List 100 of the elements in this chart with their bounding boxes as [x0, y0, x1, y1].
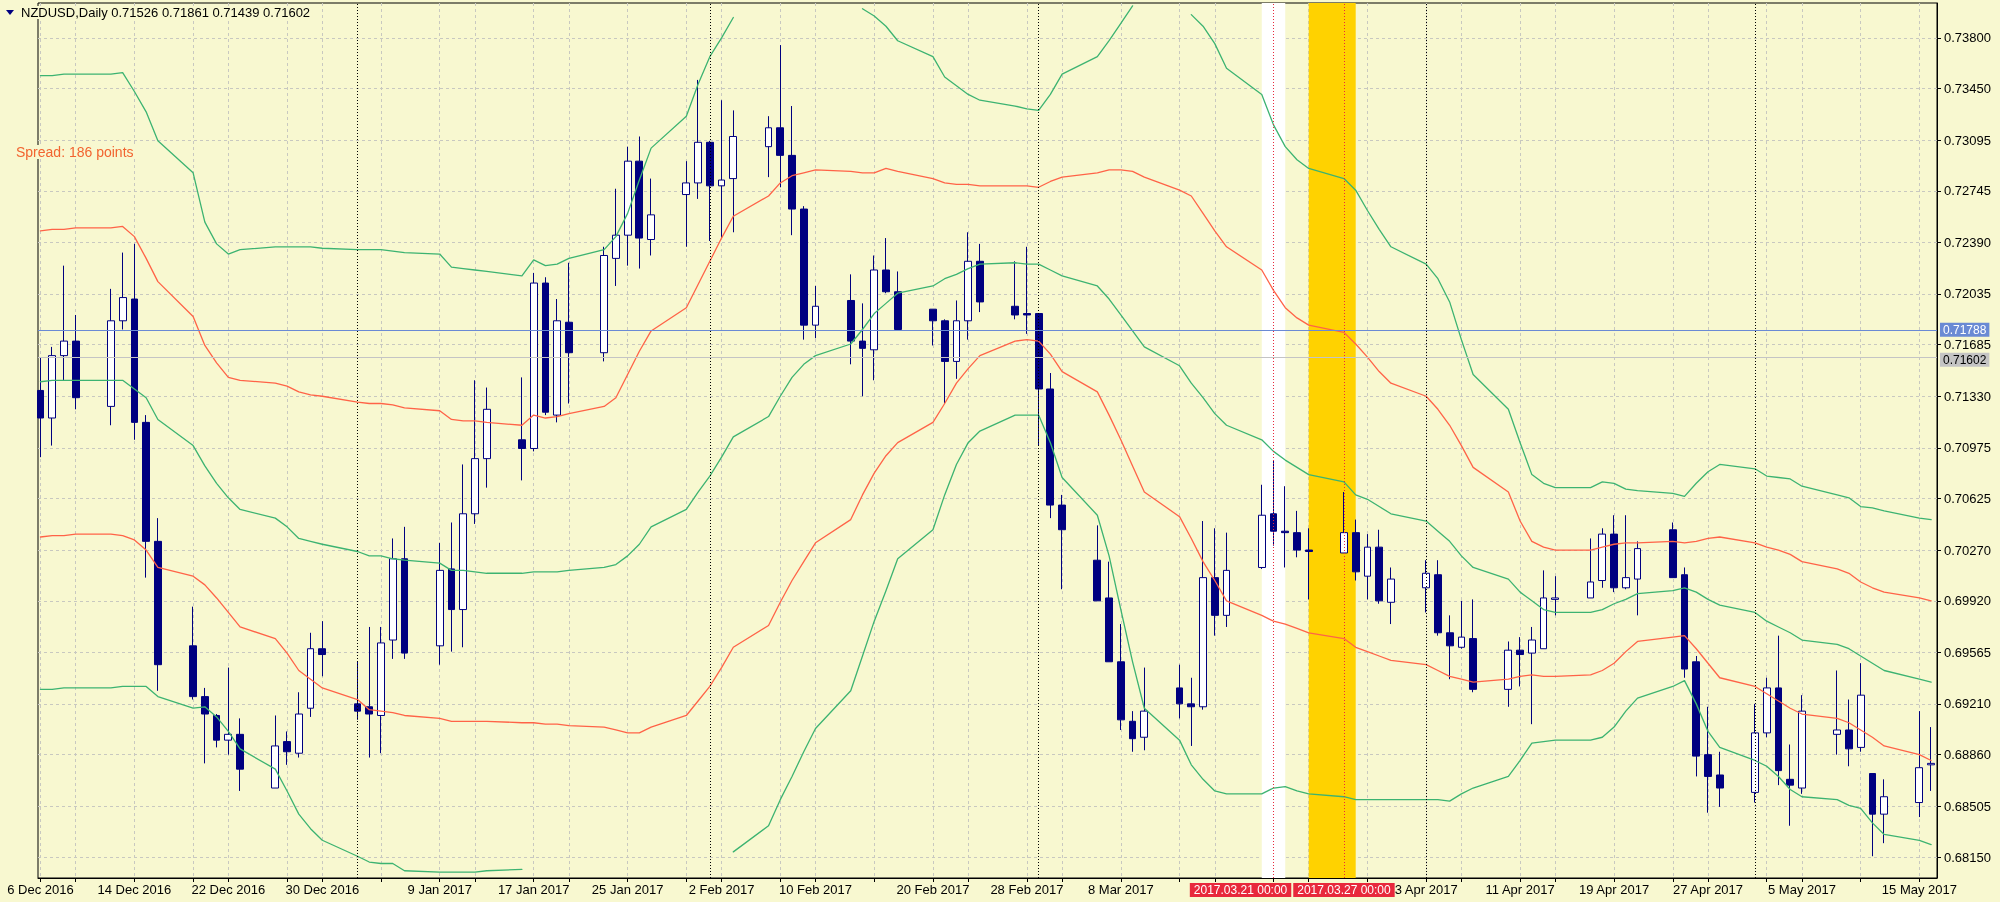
candlestick — [635, 136, 643, 270]
candlestick — [1915, 710, 1923, 818]
candlestick — [1763, 677, 1771, 738]
y-tick-label: 0.69210 — [1944, 696, 1991, 712]
candlestick — [72, 314, 80, 410]
candlestick — [142, 414, 150, 579]
candlestick — [271, 714, 279, 789]
y-tick-label: 0.69920 — [1944, 593, 1991, 609]
candlestick — [1023, 246, 1031, 335]
candlestick — [1786, 744, 1794, 827]
y-tick-label: 0.71330 — [1944, 388, 1991, 404]
y-tick-label: 0.71685 — [1944, 337, 1991, 353]
candlestick — [1751, 703, 1759, 804]
candlestick — [612, 188, 620, 287]
candlestick — [471, 379, 479, 525]
candlestick — [1211, 527, 1219, 637]
candlestick — [1223, 532, 1230, 628]
x-tick-label: 28 Feb 2017 — [990, 882, 1064, 897]
candlestick — [377, 626, 385, 754]
x-tick-label: 3 Apr 2017 — [1394, 882, 1458, 897]
candlestick — [1434, 559, 1442, 637]
candlestick — [1927, 726, 1935, 792]
candlestick — [788, 105, 796, 236]
candlestick — [870, 254, 878, 381]
candlestick — [1845, 699, 1853, 767]
candlestick — [1775, 635, 1782, 786]
x-tick-label: 2 Feb 2017 — [688, 882, 755, 897]
candlestick — [1857, 662, 1865, 753]
candlestick — [1716, 751, 1724, 808]
candlestick — [518, 376, 526, 481]
candlestick — [765, 115, 772, 178]
candlestick — [1469, 598, 1477, 693]
candlestick — [119, 252, 127, 330]
candlestick — [1692, 655, 1700, 777]
candlestick — [365, 626, 373, 759]
candlestick — [37, 356, 44, 458]
candlestick — [295, 691, 303, 759]
ref-line-label: 2017.03.21 00:00 — [1193, 883, 1288, 897]
x-tick-label: 5 May 2017 — [1767, 882, 1836, 897]
candlestick — [542, 276, 549, 416]
candlestick — [1869, 773, 1876, 857]
candlestick — [459, 463, 467, 648]
y-tick-label: 0.68150 — [1944, 850, 1991, 866]
candlestick — [847, 273, 855, 365]
candlestick — [1598, 527, 1606, 589]
chart-title: NZDUSD,Daily 0.71526 0.71861 0.71439 0.71602 — [21, 5, 311, 20]
y-tick-label: 0.72035 — [1944, 286, 1991, 302]
y-tick-label: 0.70625 — [1944, 491, 1991, 507]
candlestick — [224, 667, 232, 756]
y-tick-label: 0.69565 — [1944, 644, 1991, 660]
candlestick — [307, 632, 314, 718]
y-tick-label: 0.73450 — [1944, 81, 1991, 97]
candlestick — [776, 44, 784, 188]
candlestick — [1516, 636, 1524, 687]
candlestick — [694, 79, 702, 200]
candlestick — [1140, 667, 1148, 751]
candlestick — [1634, 540, 1641, 616]
candlestick — [1458, 600, 1465, 650]
candlestick — [624, 146, 632, 267]
candlestick — [1129, 710, 1136, 753]
y-tick-label: 0.68860 — [1944, 747, 1991, 763]
candlestick — [318, 620, 326, 677]
candlestick — [1281, 485, 1289, 568]
x-tick-label: 25 Jan 2017 — [591, 882, 664, 897]
candlestick — [436, 542, 444, 666]
candlestick — [48, 346, 56, 447]
candlestick — [1622, 514, 1630, 590]
candlestick — [283, 730, 291, 766]
ref-line-label: 0.71602 — [1943, 352, 1987, 367]
candlestick — [1035, 313, 1043, 447]
annotation: Spread: 186 points — [16, 144, 134, 160]
candlestick — [565, 262, 573, 404]
candlestick — [1352, 519, 1360, 582]
y-tick-label: 0.70975 — [1944, 440, 1991, 456]
candlestick — [60, 265, 68, 381]
candlestick — [1551, 575, 1559, 616]
x-tick-label: 15 May 2017 — [1881, 882, 1957, 897]
candlestick — [729, 109, 737, 233]
ref-line-label: 0.71788 — [1943, 322, 1987, 337]
candlestick — [706, 140, 714, 242]
candlestick — [1504, 640, 1512, 708]
candlestick — [213, 713, 220, 748]
x-tick-label: 11 Apr 2017 — [1485, 882, 1555, 897]
y-tick-label: 0.72745 — [1944, 183, 1991, 199]
x-tick-label: 14 Dec 2016 — [97, 882, 172, 897]
candlestick — [1540, 569, 1547, 650]
candlestick — [1046, 372, 1054, 519]
candlestick — [1798, 694, 1806, 795]
candlestick — [1422, 559, 1430, 613]
candlestick — [1833, 670, 1841, 756]
candlestick — [1681, 566, 1688, 679]
y-tick-label: 0.73095 — [1944, 132, 1991, 148]
line-series — [39, 339, 1932, 762]
candlestick — [553, 298, 561, 423]
candlestick — [401, 526, 408, 660]
candlestick — [1446, 614, 1454, 680]
candlestick — [1669, 521, 1677, 579]
candlestick — [107, 288, 115, 426]
candlestick — [682, 160, 690, 248]
candlestick — [1375, 529, 1383, 605]
